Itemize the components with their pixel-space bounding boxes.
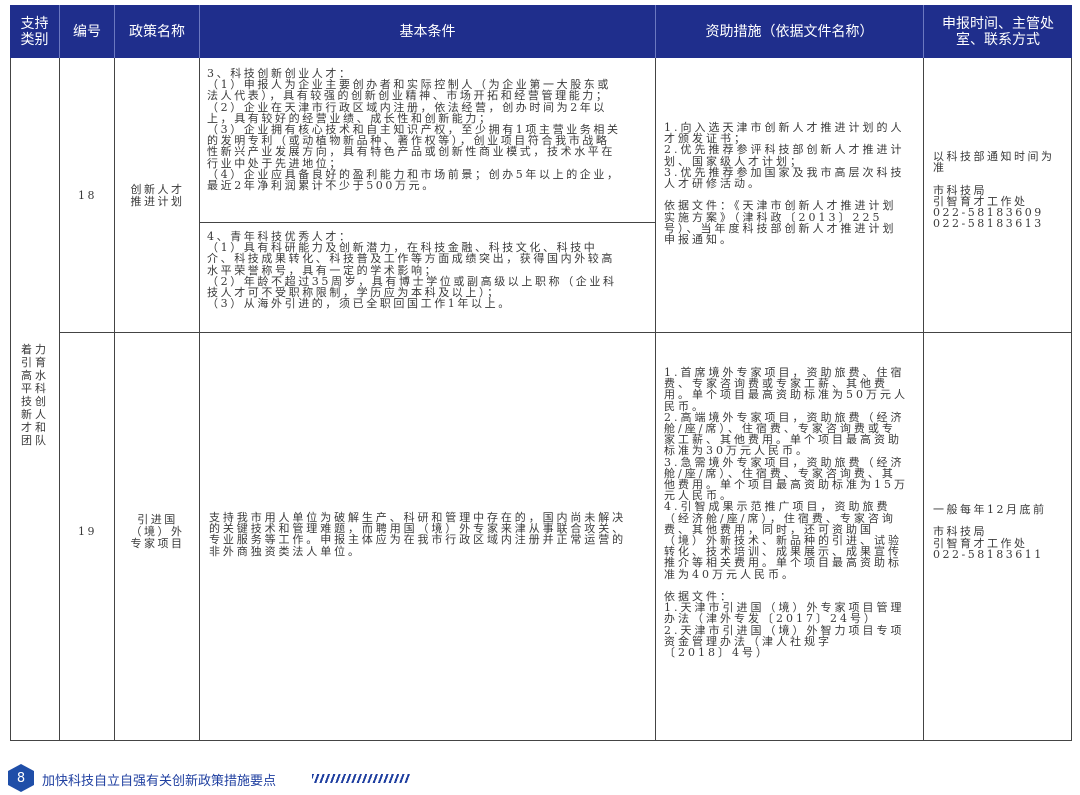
header-support: 资助措施（依据文件名称） <box>656 5 924 58</box>
row18-contact: 以科技部通知时间为 准 市科技局 引智育才工作处 022-58183609 02… <box>933 150 1055 231</box>
header-category: 支持 类别 <box>10 5 60 58</box>
header-policy-name: 政策名称 <box>115 5 200 58</box>
category-text: 着力 引育 高水 平科 技创 新人 才和 团队 <box>21 343 49 447</box>
category-cell <box>10 58 60 741</box>
header-number: 编号 <box>60 5 115 58</box>
page-number-badge: 8 <box>8 764 34 792</box>
row18-cond2-cell <box>200 222 656 333</box>
row18-number-cell <box>60 58 115 333</box>
header-contact: 申报时间、主管处 室、联系方式 <box>924 5 1072 58</box>
row18-name-cell <box>115 58 200 333</box>
row19-support: 1.首席境外专家项目，资助旅费、住宿 费、专家咨询费或专家工薪、其他费 用。单个… <box>664 366 908 660</box>
header-conditions: 基本条件 <box>200 5 656 58</box>
row18-conditions-1: 3、科技创新创业人才： （1）申报人为企业主要创办者和实际控制人（为企业第一大股… <box>207 67 621 193</box>
row19-name: 引进国 （境）外 专家项目 <box>130 513 185 550</box>
row18-number: 18 <box>78 188 97 202</box>
row19-conditions: 支持我市用人单位为破解生产、科研和管理中存在的，国内尚未解决 的关键技术和管理难… <box>209 511 626 558</box>
decorative-stripes <box>312 774 410 783</box>
row19-contact-cell <box>924 332 1072 741</box>
row18-cond1-cell <box>200 58 656 223</box>
row19-name-cell <box>115 332 200 741</box>
row19-contact: 一般每年12月底前 市科技局 引智育才工作处 022-58183611 <box>933 503 1047 561</box>
row18-conditions-2: 4、青年科技优秀人才： （1）具有科研能力及创新潜力，在科技金融、科技文化、科技… <box>207 230 617 311</box>
row18-support-cell <box>656 58 924 333</box>
row19-number-cell <box>60 332 115 741</box>
footer-title: 加快科技自立自强有关创新政策措施要点 <box>42 774 277 789</box>
row18-name: 创新人才 推进计划 <box>130 182 185 208</box>
row18-support: 1.向入选天津市创新人才推进计划的人 才颁发证书； 2.优先推荐参评科技部创新人… <box>664 121 905 247</box>
row19-number: 19 <box>78 525 97 538</box>
row19-cond-cell <box>200 332 656 741</box>
row18-contact-cell <box>924 58 1072 333</box>
row19-support-cell <box>656 332 924 741</box>
